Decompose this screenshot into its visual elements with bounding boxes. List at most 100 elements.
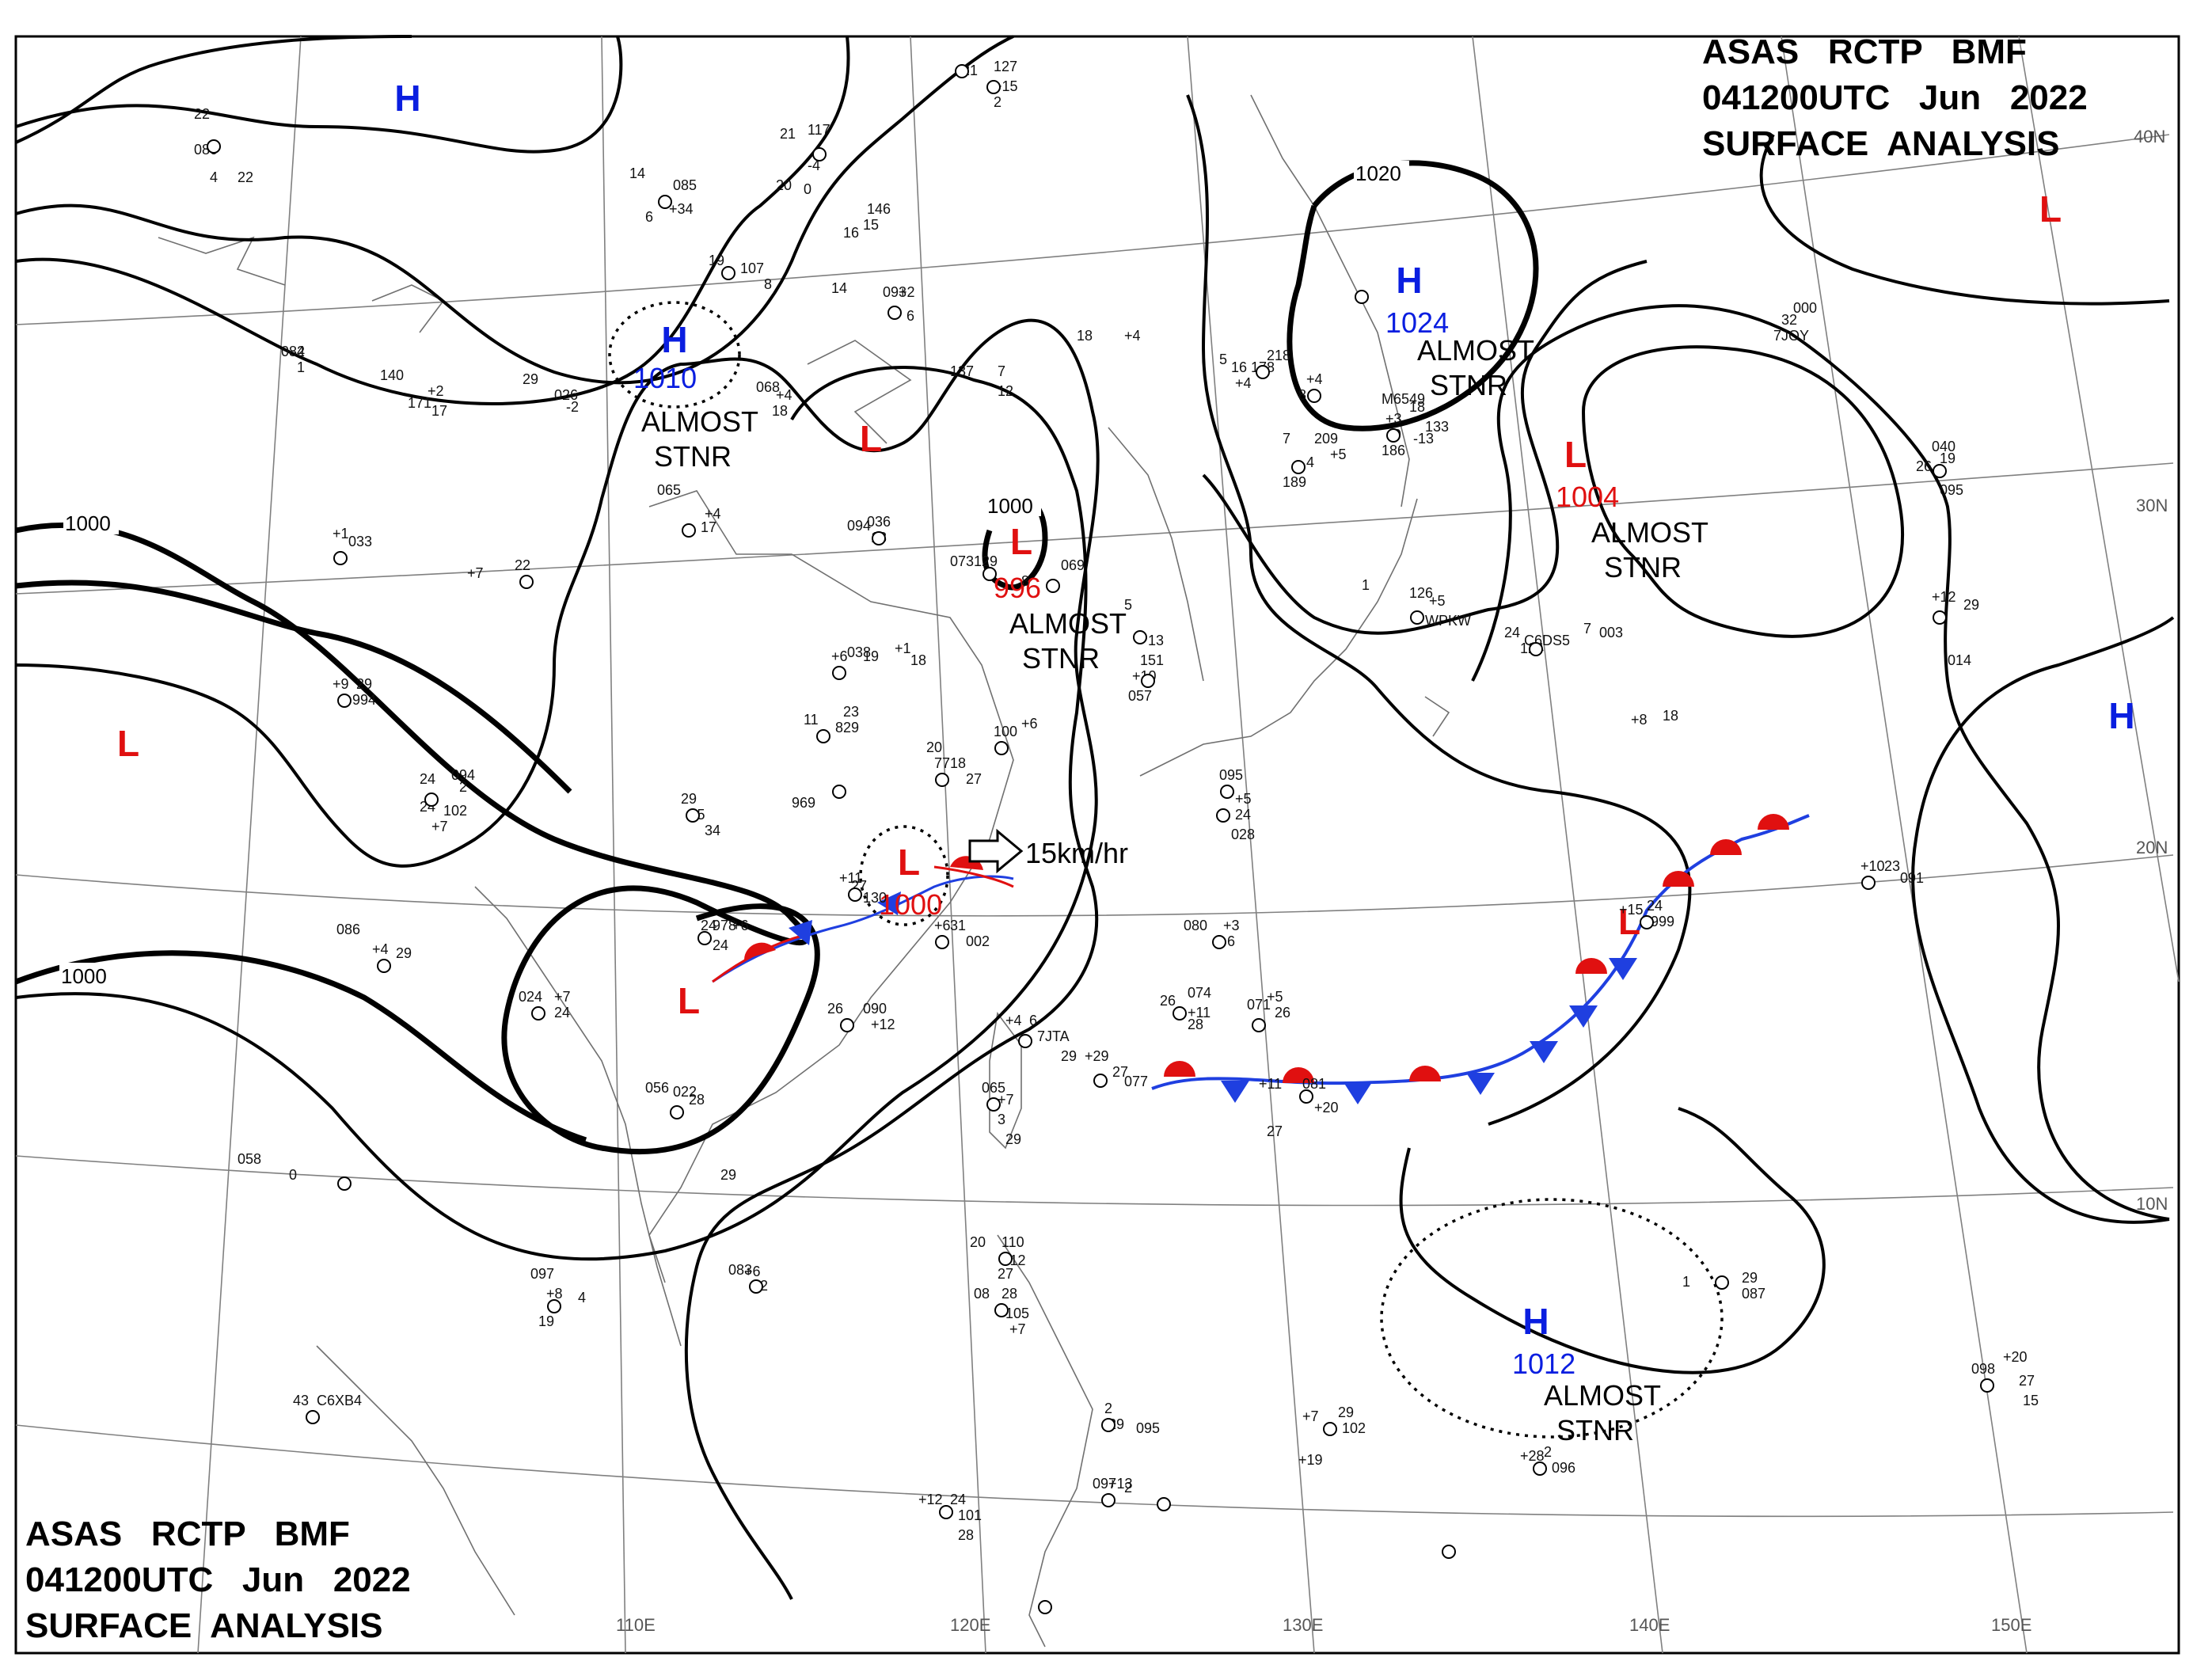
station-value: +1 — [895, 640, 911, 656]
system-pressure: 1000 — [879, 888, 942, 921]
station-value: 093 — [883, 284, 906, 300]
station-value: 29 — [1338, 1404, 1354, 1420]
station-value: 829 — [835, 720, 859, 735]
station-value: 7JTA — [1037, 1028, 1070, 1044]
station-marker — [994, 1303, 1009, 1317]
station-value: 24 — [950, 1492, 966, 1507]
station-value: 218 — [1267, 348, 1290, 363]
system-symbol: L — [1010, 521, 1032, 562]
warm-front-bump — [1663, 871, 1694, 887]
station-value: 2 — [459, 779, 467, 795]
system-pressure: 996 — [994, 572, 1041, 604]
isobar-labels: 1000 1000 1000 1020 — [59, 161, 1409, 988]
station-value: 073 — [950, 553, 974, 569]
station-value: 8 — [958, 755, 966, 771]
system-symbol: L — [117, 723, 139, 764]
system-symbol: L — [678, 980, 700, 1021]
station-marker — [998, 1252, 1013, 1266]
station-value: 101 — [958, 1507, 982, 1523]
station-value: 7 — [1583, 621, 1591, 637]
station-marker — [424, 792, 439, 807]
station-value: +4 — [705, 506, 721, 522]
high-pressure-system: H — [394, 78, 420, 119]
station-marker — [994, 741, 1009, 755]
station-marker — [1861, 876, 1876, 890]
station-marker — [1252, 1018, 1266, 1032]
station-value: 4 — [210, 169, 218, 185]
station-value: 26 — [1275, 1005, 1290, 1021]
system-motion-note: ALMOST — [1009, 607, 1127, 640]
station-marker — [955, 64, 969, 78]
warm-front-bump — [1409, 1066, 1441, 1081]
station-value: 18 — [772, 403, 788, 419]
station-value: +1 — [333, 526, 349, 542]
station-marker — [670, 1105, 684, 1119]
station-value: 5 — [1219, 352, 1227, 367]
station-value: +6 — [1021, 716, 1038, 732]
station-value: 12 — [998, 383, 1013, 399]
station-value: 24 — [1235, 807, 1251, 823]
station-value: 19 — [1940, 450, 1955, 466]
warm-front-bump — [744, 942, 776, 960]
station-marker — [1093, 1074, 1108, 1088]
station-marker — [935, 773, 949, 787]
station-value: 29 — [396, 945, 412, 961]
isobar-label: 1020 — [1355, 162, 1401, 185]
station-value: 095 — [1219, 767, 1243, 783]
station-value: 137 — [950, 363, 974, 379]
station-value: 098 — [1971, 1361, 1995, 1377]
station-marker — [812, 147, 827, 162]
station-value: 1 — [297, 359, 305, 375]
station-value: 071 — [1247, 997, 1271, 1013]
station-value: 057 — [1128, 688, 1152, 704]
station-value: 100 — [994, 724, 1017, 739]
station-value: +4 — [1306, 371, 1323, 387]
station-value: 095 — [1136, 1420, 1160, 1436]
fronts: 15km/hr — [712, 814, 1810, 1104]
cold-front-triangle — [1221, 1081, 1249, 1103]
warm-front-bump — [1758, 814, 1789, 830]
station-value: 000 — [1793, 300, 1817, 316]
station-value: 18 — [910, 652, 926, 668]
station-marker — [333, 551, 348, 565]
station-marker — [1355, 290, 1369, 304]
cold-front-triangle — [1530, 1041, 1558, 1063]
station-marker — [377, 959, 391, 973]
station-value: 094 — [847, 518, 871, 534]
station-marker — [1715, 1275, 1729, 1290]
system-symbol: H — [394, 78, 420, 119]
station-value: 056 — [645, 1080, 669, 1096]
station-value: 08 — [974, 1286, 990, 1302]
system-symbol: L — [1618, 901, 1640, 942]
station-marker — [832, 666, 846, 680]
warm-front-bump — [1283, 1067, 1314, 1083]
station-value: 036 — [867, 514, 891, 530]
station-marker — [1216, 808, 1230, 823]
station-value: 082 — [281, 344, 305, 359]
station-marker — [337, 1176, 352, 1191]
station-value: 090 — [863, 1001, 887, 1017]
longitude-label: 140E — [1629, 1615, 1670, 1635]
station-value: 29 — [523, 371, 538, 387]
station-marker — [848, 888, 862, 902]
high-pressure-system: H — [2108, 695, 2134, 736]
station-value: +4 — [1005, 1013, 1022, 1028]
station-value: 038 — [847, 644, 871, 660]
station-value: 43 — [293, 1393, 309, 1408]
station-marker — [697, 931, 712, 945]
station-value: +11 — [1188, 1005, 1211, 1021]
low-pressure-system: L — [860, 418, 882, 459]
station-value: 1 — [1682, 1274, 1690, 1290]
header-bottom-line2: 041200UTC Jun 2022 — [25, 1560, 411, 1599]
station-value: +9 — [333, 676, 349, 692]
station-value: +28 — [1520, 1448, 1545, 1464]
motion-arrow — [968, 828, 1024, 874]
station-value: +15 — [1619, 902, 1644, 918]
station-value: -13 — [1413, 431, 1434, 447]
station-value: 19 — [709, 253, 724, 268]
station-value: 068 — [756, 379, 780, 395]
station-value: 107 — [740, 260, 764, 276]
system-motion-note: ALMOST — [1417, 334, 1534, 367]
